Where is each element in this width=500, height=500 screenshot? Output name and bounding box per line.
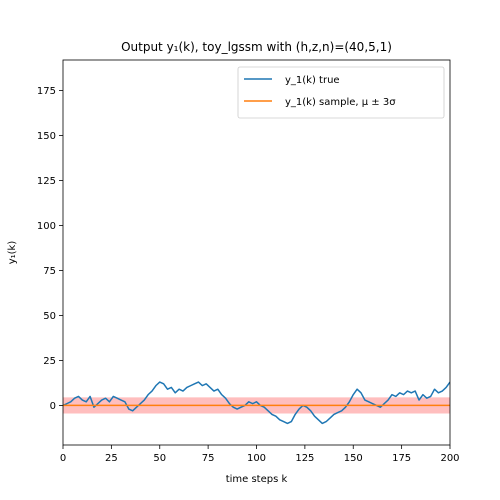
x-axis: 0 25 50 75 100 125 150 175 200 <box>60 445 460 464</box>
x-tick-label: 75 <box>202 453 215 464</box>
x-axis-label: time steps k <box>226 474 288 485</box>
x-tick-label: 50 <box>153 453 166 464</box>
y-tick-label: 25 <box>43 356 56 367</box>
y-tick-label: 100 <box>37 221 56 232</box>
y-tick-label: 75 <box>43 266 56 277</box>
y-tick-label: 150 <box>37 131 56 142</box>
y-axis-label: y₁(k) <box>7 241 18 265</box>
plot-area <box>63 381 450 425</box>
x-tick-label: 25 <box>105 453 118 464</box>
y-tick-label: 50 <box>43 311 56 322</box>
legend-label: y_1(k) true <box>285 75 340 86</box>
x-tick-label: 0 <box>60 453 66 464</box>
legend-label: y_1(k) sample, μ ± 3σ <box>285 97 396 108</box>
y-axis: 0 25 50 75 100 125 150 175 <box>37 86 63 412</box>
true-output-line <box>63 381 450 425</box>
x-tick-label: 150 <box>344 453 363 464</box>
legend-box <box>237 66 445 119</box>
line-layer <box>63 381 450 425</box>
legend: y_1(k) true y_1(k) sample, μ ± 3σ <box>237 66 445 119</box>
x-tick-label: 200 <box>440 453 459 464</box>
y-tick-label: 0 <box>50 401 56 412</box>
y-tick-label: 125 <box>37 176 56 187</box>
x-tick-label: 175 <box>392 453 411 464</box>
x-tick-label: 100 <box>247 453 266 464</box>
chart-title: Output y₁(k), toy_lgssm with (h,z,n)=(40… <box>121 40 392 54</box>
y-tick-label: 175 <box>37 86 56 97</box>
x-tick-label: 125 <box>295 453 314 464</box>
